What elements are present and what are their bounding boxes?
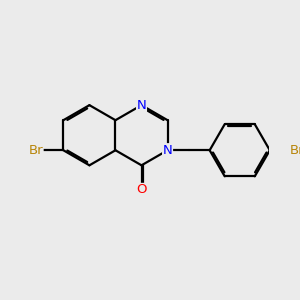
Text: O: O: [136, 184, 147, 196]
Text: N: N: [136, 99, 146, 112]
Text: N: N: [163, 144, 172, 157]
Text: Br: Br: [28, 144, 43, 157]
Text: Br: Br: [290, 144, 300, 157]
